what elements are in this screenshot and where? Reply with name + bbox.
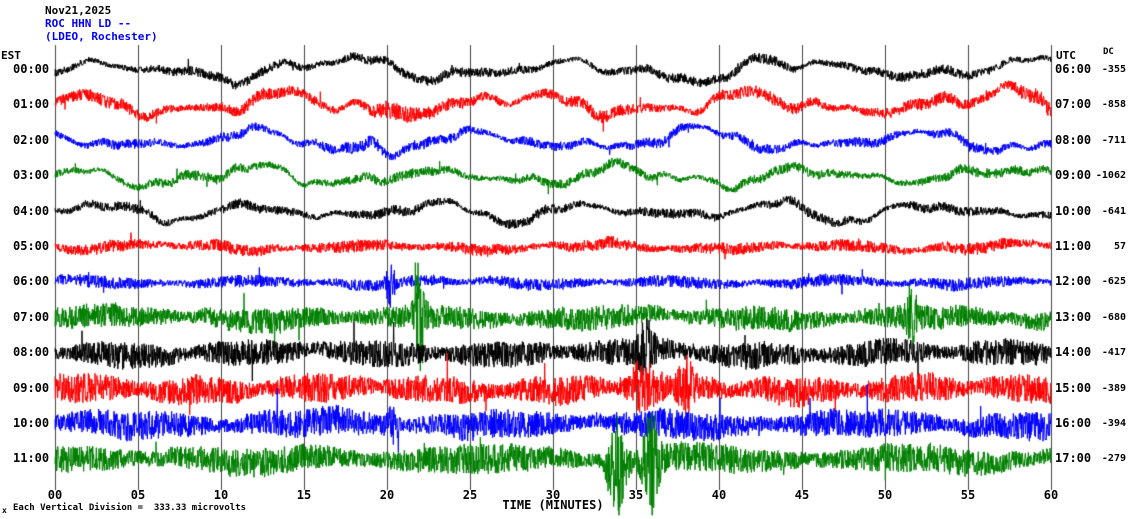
x-tick-label: 55: [960, 488, 976, 502]
utc-time-label: 11:00: [1055, 239, 1092, 253]
dc-offset-label: -279: [1101, 453, 1126, 465]
utc-time-label: 10:00: [1055, 203, 1092, 218]
scale-footnote: Each Vertical Division = 333.33 microvol…: [13, 503, 246, 513]
utc-time-label: 07:00: [1055, 97, 1092, 112]
est-time-label: 02:00: [13, 132, 50, 147]
location-label: (LDEO, Rochester): [45, 30, 158, 43]
x-tick-label: 10: [213, 488, 229, 502]
x-tick-label: 25: [462, 488, 478, 502]
est-time-label: 05:00: [13, 239, 50, 253]
est-time-label: 06:00: [13, 274, 50, 289]
utc-time-label: 15:00: [1055, 380, 1092, 395]
dc-offset-label: -711: [1101, 134, 1126, 146]
x-tick-label: 20: [379, 488, 395, 502]
utc-time-label: 17:00: [1055, 451, 1092, 466]
dc-offset-label: -858: [1101, 99, 1126, 111]
x-tick-label: 00: [47, 488, 63, 502]
dc-offset-label: -389: [1101, 382, 1126, 394]
utc-time-label: 16:00: [1055, 416, 1092, 430]
est-time-label: 10:00: [13, 416, 50, 430]
x-tick-label: 50: [877, 488, 893, 502]
dc-offset-label: -680: [1101, 311, 1126, 323]
x-tick-label: 45: [794, 488, 810, 502]
utc-time-label: 13:00: [1055, 309, 1092, 324]
dc-offset-label: -641: [1101, 205, 1126, 217]
est-time-label: 07:00: [13, 309, 50, 324]
utc-time-label: 14:00: [1055, 345, 1092, 360]
est-time-label: 04:00: [13, 203, 50, 218]
utc-time-label: 09:00: [1055, 168, 1092, 183]
est-axis-header: EST: [1, 49, 21, 62]
station-label: ROC HHN LD --: [45, 17, 132, 30]
est-time-label: 08:00: [13, 345, 50, 360]
est-time-label: 00:00: [13, 62, 50, 76]
est-time-label: 01:00: [13, 97, 50, 112]
date-label: Nov21,2025: [45, 4, 112, 17]
x-tick-label: 30: [545, 488, 561, 502]
x-tick-label: 05: [130, 488, 146, 502]
est-time-label: 09:00: [13, 380, 50, 395]
est-time-label: 11:00: [13, 451, 50, 466]
dc-offset-label: 57: [1113, 241, 1126, 252]
x-tick-label: 60: [1043, 488, 1059, 502]
dc-offset-label: -355: [1101, 64, 1126, 75]
dc-offset-label: -394: [1101, 418, 1126, 429]
dc-axis-header: DC: [1103, 47, 1114, 57]
x-axis-title: TIME (MINUTES): [502, 498, 604, 512]
x-tick-label: 15: [296, 488, 312, 502]
dc-offset-label: -625: [1101, 276, 1126, 288]
utc-time-label: 12:00: [1055, 274, 1092, 289]
utc-time-label: 06:00: [1055, 62, 1092, 76]
utc-axis-header: UTC: [1056, 49, 1076, 62]
utc-time-label: 08:00: [1055, 132, 1092, 147]
corner-mark: x: [2, 506, 7, 515]
x-tick-label: 35: [628, 488, 644, 502]
est-time-label: 03:00: [13, 168, 50, 183]
dc-offset-label: -417: [1101, 347, 1126, 359]
dc-offset-label: -1062: [1095, 170, 1126, 182]
x-tick-label: 40: [711, 488, 727, 502]
